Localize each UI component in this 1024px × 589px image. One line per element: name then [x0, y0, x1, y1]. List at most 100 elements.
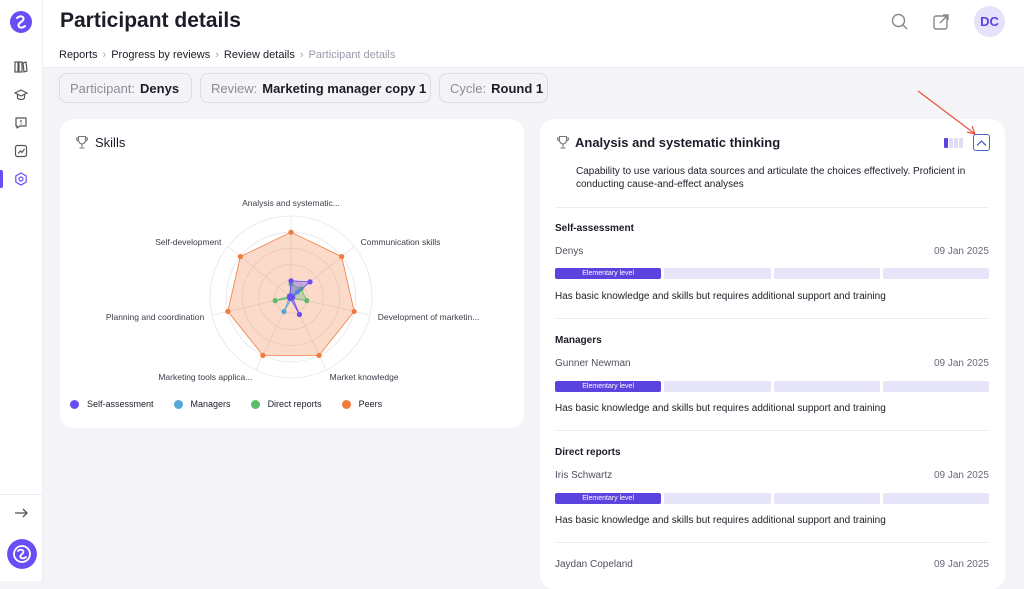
skills-card: [60, 119, 524, 428]
level-description: Has basic knowledge and skills but requi…: [555, 291, 886, 302]
settings-hexagon-icon: [15, 172, 27, 186]
legend-label: Managers: [190, 399, 231, 409]
review-filter-chip[interactable]: Review: Marketing manager copy 1: [200, 73, 431, 103]
sidebar-item-feedback[interactable]: [12, 114, 30, 132]
brand-bottom-icon[interactable]: [7, 539, 37, 569]
level-segment-active: Elementary level: [555, 268, 662, 279]
rating-date: 09 Jan 2025: [933, 358, 989, 369]
rater-name: Jaydan Copeland: [555, 559, 633, 570]
legend-item-peers[interactable]: Peers: [341, 399, 382, 409]
breadcrumb-reports[interactable]: Reports: [59, 49, 98, 61]
chevron-right-icon: ›: [299, 49, 304, 61]
rating-date: 09 Jan 2025: [933, 470, 989, 481]
level-segment: [664, 268, 771, 279]
level-segment: [882, 381, 989, 392]
chip-key: Review:: [211, 80, 258, 96]
chip-value: Marketing manager copy 1: [262, 80, 427, 96]
series-point-peers[interactable]: [316, 352, 322, 358]
radar-axis-label: Self-development: [155, 236, 222, 247]
radar-axis-line: [227, 246, 292, 298]
chip-key: Participant:: [70, 80, 136, 96]
breadcrumb-review-details[interactable]: Review details: [223, 49, 295, 61]
section-title-managers: Managers: [555, 335, 602, 346]
radar-axis-label: Market knowledge: [329, 372, 399, 383]
chip-value: Denys: [140, 80, 180, 96]
collapse-button[interactable]: [973, 134, 990, 151]
level-description: Has basic knowledge and skills but requi…: [555, 403, 886, 414]
level-mini-segment: [949, 138, 953, 148]
competency-description: Capability to use various data sources a…: [576, 166, 966, 190]
sidebar-item-library[interactable]: [12, 58, 30, 76]
series-point-peers[interactable]: [288, 229, 294, 235]
chevron-right-icon: ›: [215, 49, 219, 61]
radar-axis-label: Planning and coordination: [105, 311, 205, 322]
legend-label: Self-assessment: [87, 399, 154, 409]
sidebar-item-analytics[interactable]: [12, 142, 30, 160]
expand-sidebar-arrow-icon[interactable]: [12, 504, 30, 522]
user-avatar[interactable]: DC: [974, 6, 1005, 37]
graduation-cap-icon: [14, 89, 28, 101]
external-link-icon[interactable]: [931, 12, 951, 32]
radar-axis-label: Marketing tools applica...: [158, 372, 253, 383]
sidebar-divider: [0, 494, 43, 495]
trophy-icon: [556, 135, 570, 149]
rating-date: 09 Jan 2025: [933, 559, 989, 570]
competency-details-card: [540, 119, 1005, 589]
search-icon[interactable]: [890, 12, 910, 32]
breadcrumb: Reports › Progress by reviews › Review d…: [59, 49, 395, 61]
series-point-managers[interactable]: [294, 289, 300, 295]
analytics-icon: [14, 144, 28, 158]
section-divider: [555, 318, 989, 319]
legend-item-self-assessment[interactable]: Self-assessment: [70, 399, 154, 409]
page-title: Participant details: [60, 9, 241, 32]
section-title-self-assessment: Self-assessment: [555, 223, 634, 234]
level-segment: [664, 381, 771, 392]
series-point-direct-reports[interactable]: [272, 298, 278, 304]
legend-item-managers[interactable]: Managers: [173, 399, 231, 409]
level-bar: Elementary level: [555, 268, 989, 279]
radar-axis-label: Analysis and systematic...: [242, 198, 340, 208]
sidebar: [0, 0, 43, 581]
chart-legend: Self-assessment Managers Direct reports …: [70, 399, 402, 409]
breadcrumb-participant-details: Participant details: [308, 49, 396, 61]
legend-dot: [341, 399, 351, 409]
legend-label: Direct reports: [267, 399, 322, 409]
series-point-peers[interactable]: [237, 253, 243, 260]
trophy-icon: [75, 135, 89, 149]
sidebar-active-indicator: [0, 170, 3, 188]
series-point-peers[interactable]: [260, 352, 266, 358]
section-title-direct-reports: Direct reports: [555, 447, 621, 458]
series-point-peers[interactable]: [225, 308, 231, 315]
chevron-right-icon: ›: [102, 49, 107, 61]
level-segment-active: Elementary level: [555, 493, 662, 504]
rater-name: Gunner Newman: [555, 358, 631, 369]
level-mini-segment: [944, 138, 948, 148]
series-point-self-assessment[interactable]: [287, 293, 293, 299]
series-point-self-assessment[interactable]: [288, 278, 294, 284]
series-point-direct-reports[interactable]: [298, 286, 304, 292]
series-point-self-assessment[interactable]: [296, 311, 303, 318]
series-point-direct-reports[interactable]: [304, 298, 310, 304]
breadcrumb-progress-by-reviews[interactable]: Progress by reviews: [111, 49, 211, 61]
level-segment-active: Elementary level: [555, 381, 662, 392]
section-divider: [555, 207, 989, 208]
level-mini-segment: [954, 138, 958, 148]
series-point-peers[interactable]: [339, 253, 345, 260]
rater-name: Iris Schwartz: [555, 470, 613, 481]
skills-card-title: Skills: [75, 135, 125, 150]
cycle-filter-chip[interactable]: Cycle: Round 1: [439, 73, 548, 103]
legend-item-direct-reports[interactable]: Direct reports: [250, 399, 322, 409]
level-bar: Elementary level: [555, 381, 989, 392]
sidebar-item-learning[interactable]: [12, 86, 30, 104]
participant-filter-chip[interactable]: Participant: Denys: [59, 73, 192, 103]
app-logo-icon[interactable]: [9, 10, 33, 34]
sidebar-item-settings[interactable]: [12, 170, 30, 188]
radar-axis-label: Development of marketin...: [377, 311, 480, 322]
library-icon: [14, 61, 28, 73]
series-point-managers[interactable]: [281, 308, 287, 315]
section-divider: [555, 430, 989, 431]
series-point-peers[interactable]: [351, 308, 357, 315]
header: Participant details DC Reports › Progres…: [43, 0, 1024, 68]
feedback-icon: [15, 117, 27, 129]
series-point-self-assessment[interactable]: [307, 279, 313, 285]
